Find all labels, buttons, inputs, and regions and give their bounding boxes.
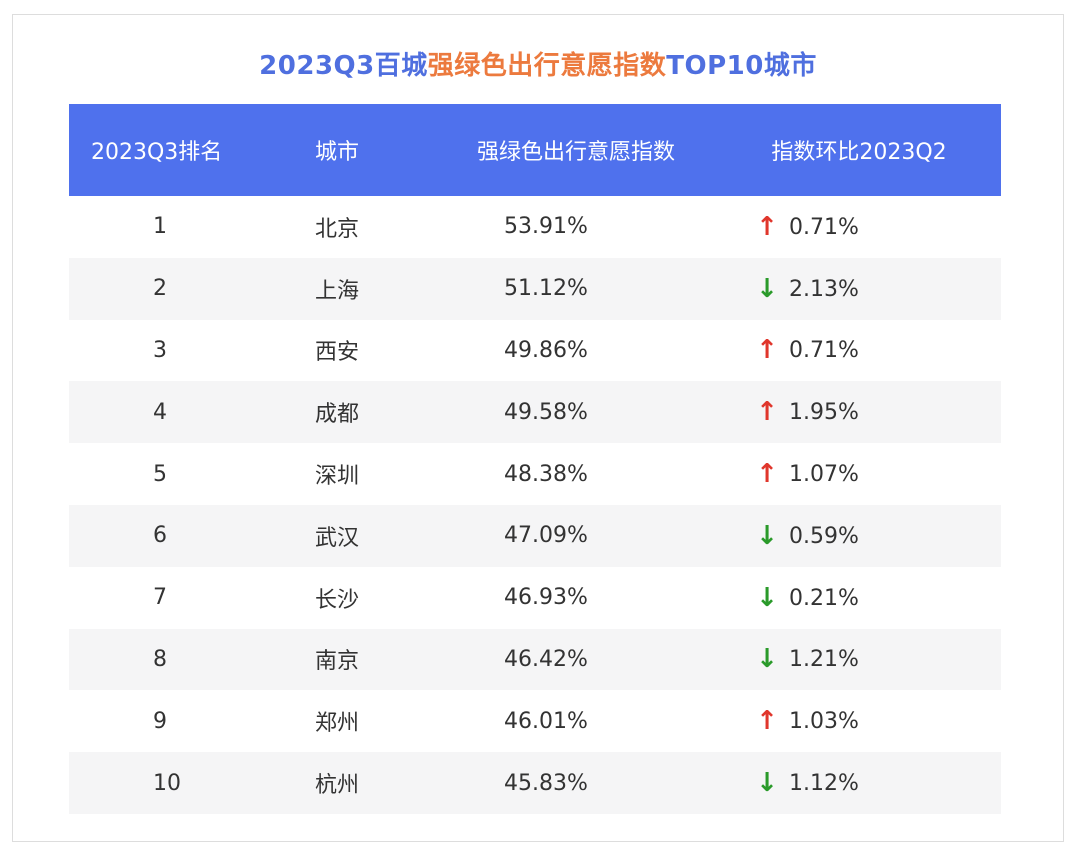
city-cell: 深圳 [315, 464, 360, 490]
page-title: 2023Q3百城强绿色出行意愿指数TOP10城市 [0, 44, 1076, 88]
rank-cell: 2 [153, 276, 167, 302]
change-cell: ↓ 0.21% [717, 567, 1001, 629]
change-cell: ↑ 1.03% [717, 690, 1001, 752]
table-row: 10 杭州 45.83% ↓ 1.12% [69, 752, 1001, 814]
change-value: 0.59% [789, 523, 859, 549]
table-row: 5 深圳 48.38% ↑ 1.07% [69, 443, 1001, 505]
arrow-up-icon: ↑ [756, 211, 778, 242]
table-row: 7 长沙 46.93% ↓ 0.21% [69, 567, 1001, 629]
title-part-3: TOP10城市 [666, 51, 817, 81]
table-row: 2 上海 51.12% ↓ 2.13% [69, 257, 1001, 320]
header-index: 强绿色出行意愿指数 [476, 140, 675, 165]
index-cell: 48.38% [504, 461, 588, 487]
table-row: 9 郑州 46.01% ↑ 1.03% [69, 690, 1001, 752]
arrow-down-icon: ↓ [756, 768, 778, 799]
frame-border [12, 14, 1064, 842]
change-value: 2.13% [789, 276, 859, 302]
rank-cell: 5 [153, 461, 167, 487]
arrow-up-icon: ↑ [756, 459, 778, 490]
change-cell: ↑ 0.71% [717, 320, 1001, 382]
arrow-down-icon: ↓ [756, 582, 778, 613]
change-cell: ↓ 2.13% [717, 258, 1001, 320]
header-rank: 2023Q3排名 [91, 140, 223, 165]
table-row: 3 西安 49.86% ↑ 0.71% [69, 320, 1001, 382]
change-value: 1.03% [789, 709, 859, 735]
change-cell: ↑ 1.07% [717, 443, 1001, 505]
arrow-down-icon: ↓ [756, 644, 778, 675]
arrow-up-icon: ↑ [756, 335, 778, 366]
change-cell: ↓ 1.21% [717, 629, 1001, 691]
rank-cell: 10 [153, 770, 181, 796]
index-cell: 46.42% [504, 646, 588, 672]
change-cell: ↓ 1.12% [717, 752, 1001, 814]
change-value: 0.71% [789, 338, 859, 364]
rank-cell: 9 [153, 708, 167, 734]
table-row: 1 北京 53.91% ↑ 0.71% [69, 196, 1001, 258]
city-cell: 上海 [315, 278, 360, 304]
rank-cell: 3 [153, 337, 167, 363]
rank-cell: 8 [153, 646, 167, 672]
ranking-table: 2023Q3排名 城市 强绿色出行意愿指数 指数环比2023Q2 1 北京 53.9… [69, 104, 1001, 814]
title-part-1: 2023Q3百城 [259, 51, 428, 81]
index-cell: 49.86% [504, 337, 588, 363]
header-change: 指数环比2023Q2 [771, 140, 947, 165]
title-part-2: 强绿色出行意愿指数 [427, 51, 667, 81]
table-row: 6 武汉 47.09% ↓ 0.59% [69, 504, 1001, 567]
arrow-up-icon: ↑ [756, 706, 778, 737]
header-city: 城市 [315, 140, 360, 165]
table-header-row: 2023Q3排名 城市 强绿色出行意愿指数 指数环比2023Q2 [69, 104, 1001, 196]
city-cell: 西安 [315, 340, 360, 366]
change-cell: ↑ 0.71% [717, 196, 1001, 258]
table-row: 4 成都 49.58% ↑ 1.95% [69, 381, 1001, 444]
city-cell: 成都 [315, 402, 360, 428]
rank-cell: 1 [153, 214, 167, 240]
city-cell: 长沙 [315, 587, 360, 613]
change-value: 1.21% [789, 647, 859, 673]
index-cell: 45.83% [504, 770, 588, 796]
index-cell: 46.93% [504, 585, 588, 611]
arrow-down-icon: ↓ [756, 520, 778, 551]
change-value: 1.07% [789, 462, 859, 488]
change-value: 0.21% [789, 585, 859, 611]
index-cell: 49.58% [504, 399, 588, 425]
change-value: 1.12% [789, 771, 859, 797]
arrow-up-icon: ↑ [756, 397, 778, 428]
city-cell: 南京 [315, 649, 360, 675]
city-cell: 北京 [315, 216, 360, 242]
change-cell: ↓ 0.59% [717, 505, 1001, 567]
change-value: 1.95% [789, 400, 859, 426]
index-cell: 47.09% [504, 523, 588, 549]
city-cell: 杭州 [315, 773, 360, 799]
index-cell: 51.12% [504, 276, 588, 302]
rank-cell: 4 [153, 399, 167, 425]
change-value: 0.71% [789, 214, 859, 240]
index-cell: 53.91% [504, 214, 588, 240]
rank-cell: 6 [153, 523, 167, 549]
table-row: 8 南京 46.42% ↓ 1.21% [69, 628, 1001, 691]
city-cell: 武汉 [315, 525, 360, 551]
change-cell: ↑ 1.95% [717, 381, 1001, 443]
index-cell: 46.01% [504, 708, 588, 734]
arrow-down-icon: ↓ [756, 273, 778, 304]
city-cell: 郑州 [315, 711, 360, 737]
rank-cell: 7 [153, 585, 167, 611]
table-body: 1 北京 53.91% ↑ 0.71% 2 上海 51.12% ↓ 2.13% 3 西安 49.86% ↑… [69, 196, 1001, 814]
